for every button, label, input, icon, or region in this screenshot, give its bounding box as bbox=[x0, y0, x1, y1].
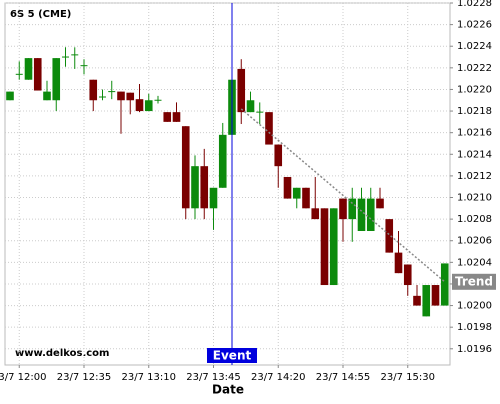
y-tick-label: 1.0196 bbox=[457, 344, 492, 355]
candle-body bbox=[246, 100, 255, 113]
y-tick-label: 1.0222 bbox=[457, 63, 492, 74]
candle-body bbox=[144, 100, 153, 112]
candle-body bbox=[403, 264, 412, 286]
candle-body bbox=[394, 252, 403, 274]
y-tick-label: 1.0204 bbox=[457, 257, 492, 268]
candle-body bbox=[357, 198, 366, 232]
y-tick-label: 1.0208 bbox=[457, 214, 492, 225]
y-tick-label: 1.0224 bbox=[457, 41, 492, 52]
candle-body bbox=[311, 208, 320, 220]
y-tick-label: 1.0220 bbox=[457, 84, 492, 95]
candle-body bbox=[320, 208, 329, 286]
candle-body bbox=[209, 187, 218, 209]
candle-body bbox=[329, 208, 338, 286]
candle-body bbox=[52, 58, 61, 101]
candle-body bbox=[302, 187, 310, 209]
trend-label-box bbox=[452, 273, 496, 290]
plot-frame bbox=[4, 2, 451, 366]
candle-body bbox=[172, 112, 181, 122]
candle-body bbox=[339, 198, 347, 220]
x-axis-label: Date bbox=[212, 383, 244, 397]
candle-body bbox=[6, 91, 14, 101]
candle-body bbox=[385, 219, 394, 253]
candle-body bbox=[348, 198, 357, 220]
candle-body bbox=[366, 198, 375, 232]
y-tick-label: 1.0214 bbox=[457, 149, 492, 160]
candle-body bbox=[135, 99, 144, 112]
candle-body bbox=[237, 68, 246, 113]
candle-body bbox=[283, 176, 292, 199]
x-tick-label: 23/7 12:00 bbox=[0, 372, 46, 383]
y-tick-label: 1.0216 bbox=[457, 128, 492, 139]
candle-body bbox=[163, 112, 172, 122]
x-tick-label: 23/7 13:10 bbox=[122, 372, 176, 383]
y-tick-label: 1.0198 bbox=[457, 322, 492, 333]
candle-body bbox=[422, 285, 431, 317]
candle-body bbox=[218, 134, 227, 188]
x-tick-label: 23/7 12:35 bbox=[57, 372, 111, 383]
x-tick-label: 23/7 14:20 bbox=[251, 372, 305, 383]
y-tick-label: 1.0212 bbox=[457, 171, 492, 182]
trend-line bbox=[240, 108, 446, 283]
candle-body bbox=[117, 91, 125, 101]
candle-body bbox=[274, 144, 283, 167]
x-tick-label: 23/7 13:45 bbox=[186, 372, 240, 383]
candle-body bbox=[181, 126, 190, 209]
candle-body bbox=[33, 58, 42, 91]
chart-title: 6S 5 (CME) bbox=[10, 9, 71, 20]
y-tick-label: 1.0200 bbox=[457, 301, 492, 312]
candle-body bbox=[265, 112, 273, 145]
candle-body bbox=[440, 263, 449, 306]
event-label-box bbox=[207, 348, 257, 363]
candle-body bbox=[24, 58, 33, 80]
candle-body bbox=[200, 166, 209, 209]
x-tick-label: 23/7 15:30 bbox=[381, 372, 435, 383]
candle-body bbox=[413, 295, 421, 306]
trend-label: Trend bbox=[455, 274, 493, 288]
event-label: Event bbox=[213, 349, 252, 363]
candle-body bbox=[43, 91, 51, 101]
y-tick-label: 1.0218 bbox=[457, 106, 492, 117]
y-tick-label: 1.0228 bbox=[457, 0, 492, 9]
x-tick-label: 23/7 14:55 bbox=[316, 372, 370, 383]
candle-body bbox=[376, 198, 384, 209]
watermark: www.delkos.com bbox=[15, 348, 109, 359]
candle-body bbox=[126, 92, 135, 101]
y-tick-label: 1.0226 bbox=[457, 20, 492, 31]
candle-body bbox=[431, 285, 440, 306]
y-tick-label: 1.0210 bbox=[457, 193, 492, 204]
candle-body bbox=[292, 187, 301, 199]
candle-body bbox=[191, 166, 199, 209]
y-tick-label: 1.0206 bbox=[457, 236, 492, 247]
candle-body bbox=[89, 79, 98, 101]
